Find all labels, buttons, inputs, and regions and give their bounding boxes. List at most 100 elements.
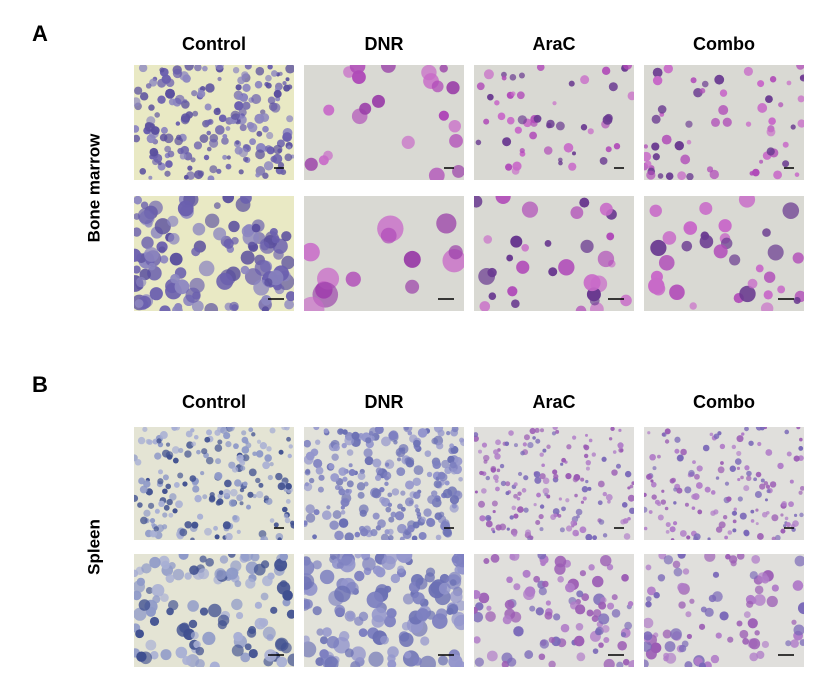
cell (319, 569, 335, 585)
cell (304, 635, 310, 644)
cell (334, 485, 340, 491)
cell (645, 564, 652, 571)
cell (753, 477, 758, 482)
cell (459, 437, 464, 443)
cell (717, 466, 725, 474)
cell (247, 122, 258, 133)
cell (719, 89, 728, 97)
cell (248, 626, 257, 635)
cell (195, 646, 205, 656)
cell (192, 222, 206, 236)
cell (272, 153, 283, 164)
micrograph (134, 65, 294, 180)
cell (267, 474, 273, 481)
cell (680, 154, 691, 165)
cell (670, 538, 675, 540)
cell (244, 65, 252, 70)
cell (613, 143, 621, 150)
cell (552, 469, 558, 475)
cell (592, 648, 599, 654)
cell (778, 102, 784, 108)
cell (744, 465, 750, 471)
cell (265, 74, 272, 82)
cell (611, 469, 618, 476)
cell (601, 66, 611, 76)
cell (197, 89, 206, 98)
cell (492, 530, 496, 534)
cell (690, 77, 697, 84)
cell (215, 65, 224, 71)
cell (612, 450, 617, 454)
cell (323, 150, 333, 161)
cells (134, 65, 294, 180)
cell (357, 491, 365, 499)
cell (799, 485, 804, 491)
cell (370, 529, 378, 537)
cell (184, 65, 194, 71)
cell (271, 235, 280, 244)
cell (558, 259, 575, 276)
cell (428, 167, 445, 180)
cells (475, 65, 634, 175)
cell (419, 655, 436, 667)
cell (267, 96, 276, 105)
cell (736, 620, 743, 627)
cell (225, 532, 233, 540)
cell (664, 506, 669, 511)
cells (304, 427, 464, 540)
cell (323, 104, 335, 116)
cell (337, 554, 353, 566)
micrograph (304, 554, 464, 667)
cell (647, 586, 656, 596)
cell (221, 137, 229, 145)
cell (204, 436, 211, 443)
cell (412, 592, 425, 605)
cell (696, 465, 703, 472)
cell (790, 124, 796, 130)
cell (137, 436, 146, 445)
cell (545, 600, 551, 606)
cell (305, 451, 315, 461)
cell (371, 94, 385, 108)
cell (162, 474, 169, 481)
cell (260, 535, 269, 540)
cell (205, 83, 215, 93)
cell (501, 75, 507, 81)
micrograph (134, 427, 294, 540)
cell (194, 65, 202, 72)
cell (476, 82, 485, 91)
cell (480, 471, 485, 475)
cell (354, 531, 361, 538)
cell (784, 429, 790, 435)
cell (248, 468, 257, 477)
cell (516, 260, 530, 274)
cell (726, 496, 732, 502)
cell (704, 554, 716, 562)
cell (517, 115, 527, 125)
cell (495, 196, 511, 204)
cell (565, 498, 570, 503)
cell (340, 510, 346, 515)
cell (178, 554, 189, 560)
cell (521, 201, 539, 218)
cell (546, 444, 551, 449)
cell (689, 598, 695, 604)
cell (157, 478, 164, 485)
cell (281, 231, 292, 242)
cell (172, 68, 183, 79)
cell (657, 173, 664, 179)
cell (245, 442, 252, 449)
cell (627, 486, 631, 490)
cell (719, 611, 729, 621)
cell (407, 430, 413, 436)
cell (506, 254, 514, 262)
cell (271, 70, 278, 77)
cell (765, 484, 771, 489)
cell (384, 481, 389, 487)
cell (220, 427, 228, 434)
cell (768, 117, 776, 125)
cell (434, 512, 443, 521)
cell (215, 458, 222, 465)
cell (357, 472, 366, 480)
cell (509, 554, 516, 561)
